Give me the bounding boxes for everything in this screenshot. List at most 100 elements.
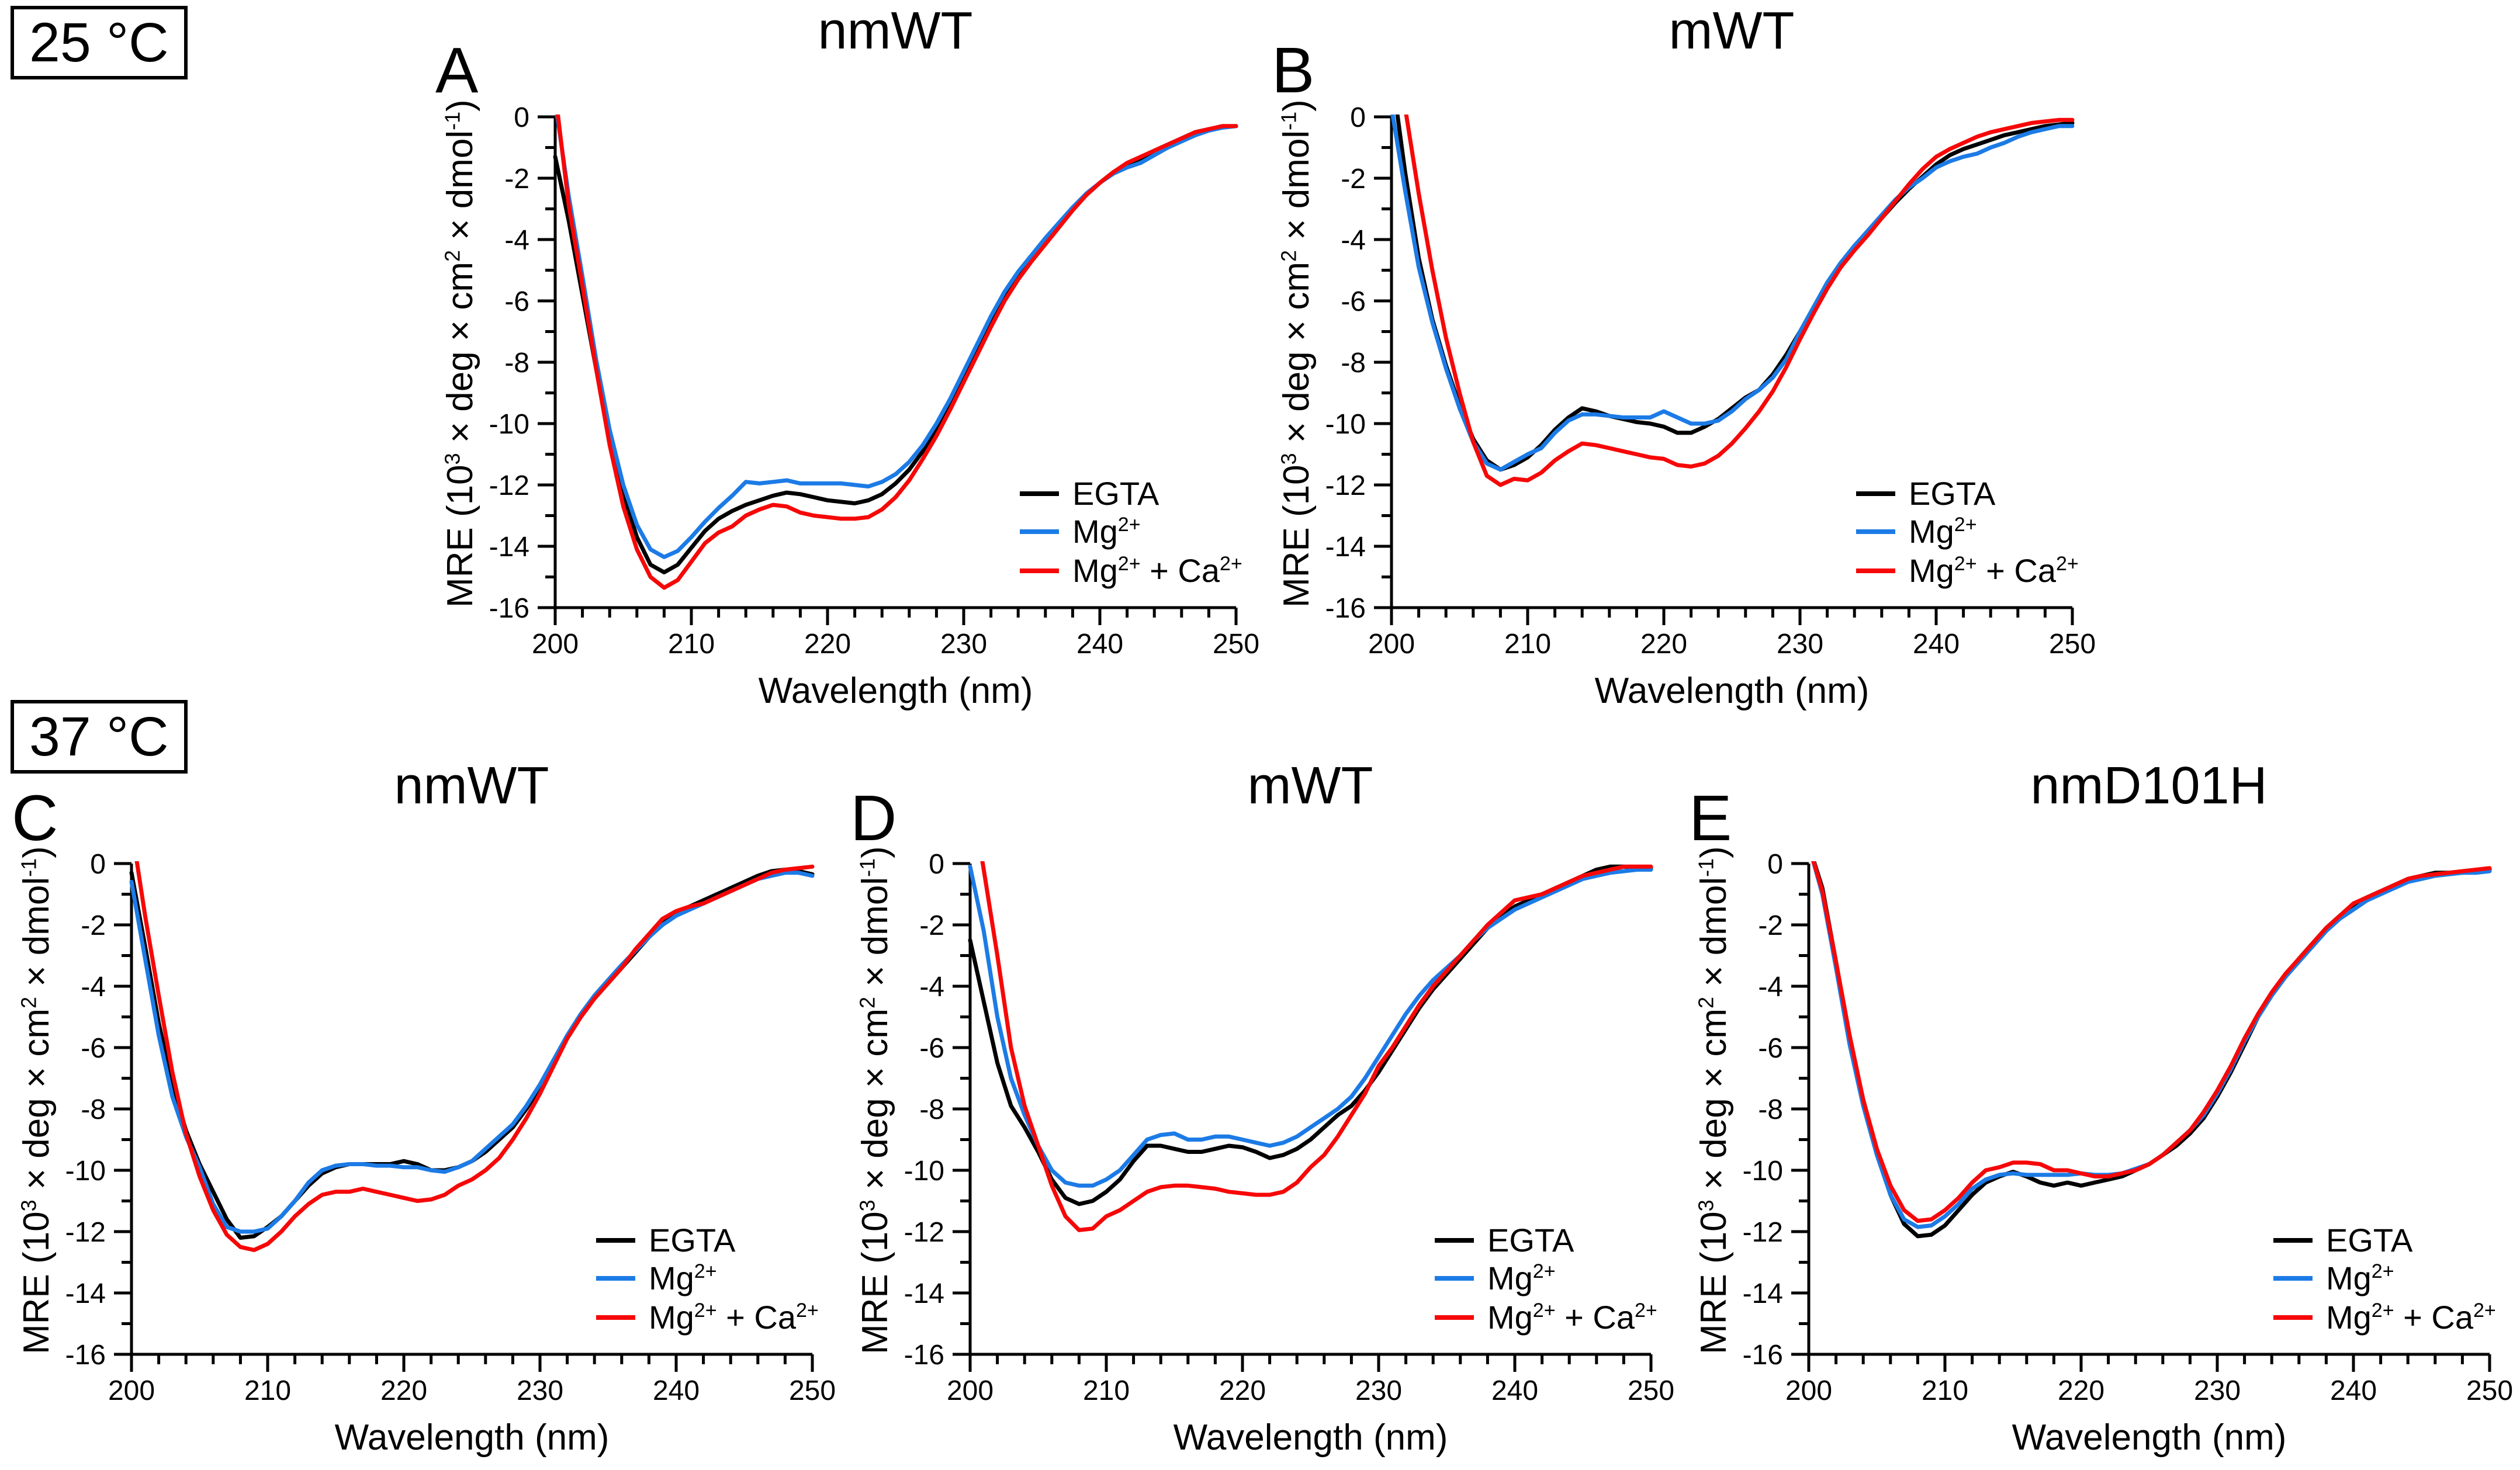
curves-group [553, 115, 1238, 590]
y-tick-label: -16 [65, 1340, 106, 1371]
y-tick-label: -4 [504, 225, 529, 256]
curve-mg [968, 864, 1653, 1188]
x-tick-label: 250 [2466, 1375, 2513, 1406]
y-tick-label: -2 [504, 164, 529, 195]
legend-label-mg: Mg2+ [1487, 1260, 1556, 1296]
curve-mg [555, 115, 1238, 559]
y-tick-label: -6 [1758, 1033, 1783, 1064]
y-tick-label: -8 [504, 348, 529, 379]
curve-mgca [556, 115, 1238, 590]
panel-e-x-axis-label: Wavelength (nm) [2012, 1417, 2287, 1458]
legend-label-mgca: Mg2+ + Ca2+ [1909, 552, 2079, 589]
y-tick-label: -14 [904, 1278, 944, 1309]
curve-mgca [1404, 115, 2075, 487]
y-tick-label: -14 [65, 1278, 106, 1309]
x-tick-label: 240 [653, 1375, 700, 1406]
y-tick-label: -14 [489, 532, 529, 563]
y-tick-label: -10 [65, 1156, 106, 1187]
curve-mgca [134, 861, 815, 1252]
y-tick-label: -4 [81, 972, 106, 1003]
y-tick-label: -10 [1325, 409, 1366, 440]
legend-label-mg: Mg2+ [2326, 1260, 2394, 1296]
x-tick-label: 230 [517, 1375, 563, 1406]
y-tick-label: -14 [1325, 532, 1366, 563]
x-tick-label: 220 [804, 629, 851, 660]
y-tick-label: -2 [1758, 910, 1783, 941]
panel-d-letter: D [850, 782, 897, 854]
curve-egta [968, 864, 1653, 1206]
y-tick-label: -2 [1341, 164, 1366, 195]
panel-c-x-axis-label: Wavelength (nm) [334, 1417, 610, 1458]
x-tick-label: 250 [1213, 629, 1259, 660]
curve-mgca [1811, 861, 2492, 1223]
x-tick-label: 230 [1355, 1375, 1402, 1406]
y-tick-label: -6 [504, 286, 529, 317]
legend-label-egta: EGTA [2326, 1222, 2413, 1258]
panel-b-title: mWT [1669, 2, 1795, 60]
x-tick-label: 240 [1491, 1375, 1538, 1406]
y-tick-label: 0 [929, 852, 944, 880]
y-tick-label: -14 [1743, 1278, 1783, 1309]
curve-egta [1395, 115, 2075, 472]
y-tick-label: 0 [1350, 105, 1366, 133]
panel-a-x-axis-label: Wavelength (nm) [758, 671, 1033, 711]
y-tick-label: -8 [1758, 1094, 1783, 1125]
legend-label-mg: Mg2+ [1072, 513, 1141, 550]
legend-label-mg: Mg2+ [1909, 513, 1977, 550]
y-tick-label: 0 [90, 852, 106, 880]
x-tick-label: 210 [1083, 1375, 1130, 1406]
y-tick-label: -4 [1758, 972, 1783, 1003]
x-tick-label: 240 [1076, 629, 1123, 660]
x-tick-label: 210 [1922, 1375, 1968, 1406]
y-tick-label: -8 [919, 1094, 944, 1125]
legend-label-egta: EGTA [1072, 475, 1159, 512]
panel-a-title: nmWT [818, 2, 973, 60]
y-tick-label: -16 [489, 593, 529, 624]
x-tick-label: 240 [1913, 629, 1960, 660]
y-tick-label: -12 [904, 1217, 944, 1248]
curve-mg [1811, 861, 2492, 1229]
legend-label-egta: EGTA [1487, 1222, 1574, 1258]
x-tick-label: 220 [1640, 629, 1687, 660]
y-tick-label: -16 [1743, 1340, 1783, 1371]
curves-group [129, 861, 815, 1252]
y-tick-label: -2 [81, 910, 106, 941]
x-tick-label: 210 [668, 629, 715, 660]
y-tick-label: -4 [1341, 225, 1366, 256]
x-tick-label: 220 [2058, 1375, 2104, 1406]
y-tick-label: -8 [81, 1094, 106, 1125]
curve-mg [1390, 115, 2075, 472]
x-tick-label: 230 [2194, 1375, 2241, 1406]
temp-label-25c: 25 °C [11, 6, 188, 80]
x-tick-label: 200 [1785, 1375, 1832, 1406]
y-tick-label: 0 [1767, 852, 1783, 880]
x-tick-label: 210 [244, 1375, 291, 1406]
y-tick-label: -6 [1341, 286, 1366, 317]
x-tick-label: 240 [2330, 1375, 2377, 1406]
y-tick-label: -16 [904, 1340, 944, 1371]
x-tick-label: 220 [1219, 1375, 1266, 1406]
curves-group [1390, 115, 2075, 487]
curve-egta [129, 868, 815, 1240]
y-tick-label: -16 [1325, 593, 1366, 624]
curve-mgca [980, 861, 1653, 1232]
y-tick-label: -4 [919, 972, 944, 1003]
x-tick-label: 200 [532, 629, 579, 660]
x-tick-label: 250 [789, 1375, 836, 1406]
legend-label-mgca: Mg2+ + Ca2+ [2326, 1299, 2496, 1336]
y-tick-label: -12 [1743, 1217, 1783, 1248]
y-tick-label: -6 [919, 1033, 944, 1064]
x-tick-label: 200 [947, 1375, 994, 1406]
